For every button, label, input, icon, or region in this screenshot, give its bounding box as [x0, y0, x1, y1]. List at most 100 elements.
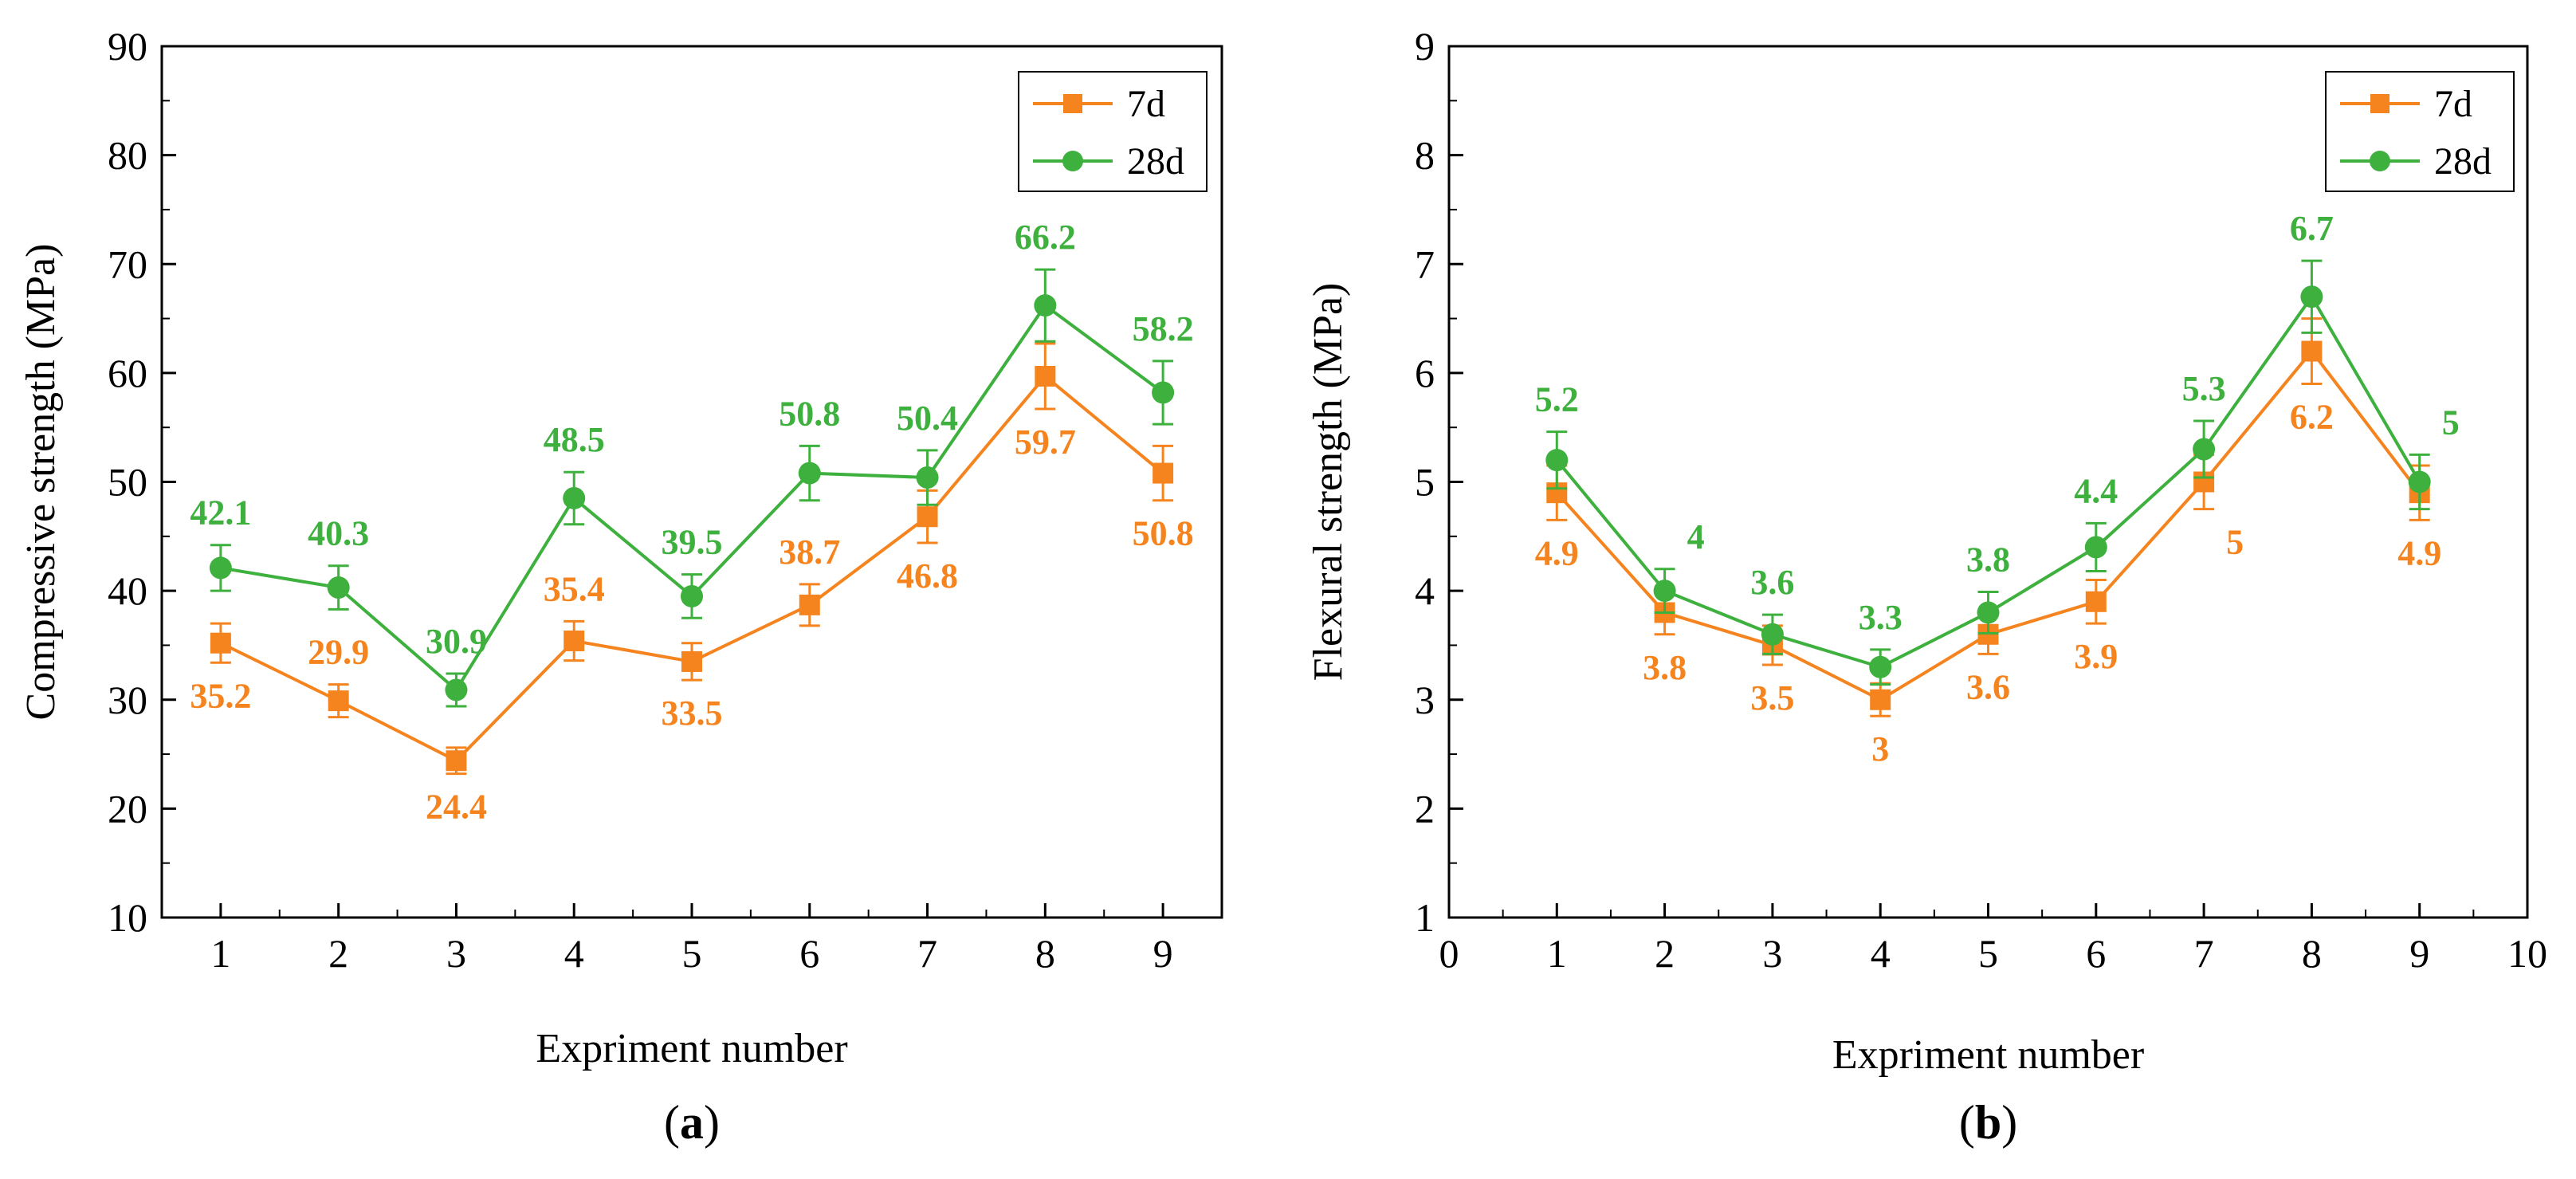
legend-marker-7d — [2370, 94, 2389, 113]
data-label-7d: 3.5 — [1750, 678, 1794, 717]
data-point-7d — [1153, 462, 1174, 484]
data-point-28d — [563, 486, 586, 509]
legend-box — [1018, 71, 1208, 192]
data-point-7d — [2301, 340, 2323, 362]
data-point-28d — [2084, 536, 2107, 559]
data-point-7d — [328, 690, 349, 712]
y-tick-label: 20 — [108, 786, 147, 831]
chart-panel-a: 10 20 30 40 50 60 70 80 90 1 2 3 4 5 6 7 8 9 Expriment num… — [18, 24, 1223, 1149]
y-tick-label: 70 — [108, 242, 147, 286]
legend-marker-28d — [1062, 151, 1083, 171]
y-tick-label: 30 — [108, 678, 147, 722]
y-tick-label: 90 — [108, 24, 147, 69]
data-point-28d — [2300, 285, 2323, 309]
data-label-7d: 5 — [2226, 523, 2244, 562]
data-point-28d — [327, 576, 350, 599]
data-label-28d: 3.3 — [1859, 598, 1903, 637]
y-tick-label: 9 — [1415, 24, 1435, 69]
data-point-7d — [446, 750, 467, 772]
data-point-28d — [1869, 655, 1892, 678]
x-tick-label: 4 — [564, 931, 584, 976]
data-label-7d: 38.7 — [779, 533, 840, 572]
data-label-28d: 5.2 — [1535, 380, 1579, 419]
y-tick-label: 50 — [108, 460, 147, 505]
data-label-28d: 42.1 — [190, 493, 251, 533]
x-tick-label: 6 — [799, 931, 819, 976]
legend-box — [2325, 71, 2515, 192]
y-tick-label: 3 — [1415, 678, 1435, 722]
data-point-28d — [1653, 580, 1676, 603]
x-tick-label: 5 — [1978, 931, 1998, 976]
data-label-28d: 39.5 — [662, 523, 723, 562]
data-label-7d: 35.2 — [190, 676, 251, 715]
data-label-28d: 66.2 — [1015, 218, 1076, 257]
data-point-7d — [799, 594, 820, 615]
legend-marker-7d — [1063, 94, 1082, 113]
x-tick-label: 3 — [446, 931, 466, 976]
data-label-28d: 50.4 — [897, 399, 958, 438]
data-label-28d: 40.3 — [308, 514, 369, 553]
legend-label-7d: 7d — [2434, 83, 2472, 125]
x-tick-label: 0 — [1439, 931, 1459, 976]
y-tick-label: 10 — [108, 895, 147, 940]
data-label-28d: 3.6 — [1750, 563, 1794, 602]
x-axis-title: Expriment number — [536, 1026, 847, 1071]
series-28d: 42.1 40.3 30.9 48.5 39.5 50.8 50.4 66.2 58.2 — [190, 218, 1194, 708]
data-label-7d: 3 — [1871, 729, 1889, 768]
x-tick-label: 2 — [328, 931, 348, 976]
data-label-28d: 50.8 — [779, 394, 840, 433]
data-point-28d — [1977, 601, 2000, 624]
y-tick-label: 40 — [108, 568, 147, 613]
data-label-7d: 33.5 — [662, 694, 723, 733]
data-point-28d — [1034, 294, 1057, 317]
data-label-7d: 24.4 — [426, 788, 487, 827]
x-tick-label: 3 — [1762, 931, 1782, 976]
x-tick-label: 6 — [2086, 931, 2106, 976]
y-axis-title: Compressive strength (MPa) — [18, 244, 64, 721]
legend-label-28d: 28d — [2434, 140, 2492, 183]
x-tick-label: 4 — [1871, 931, 1891, 976]
data-point-28d — [1545, 449, 1569, 472]
data-label-7d: 4.9 — [2397, 533, 2441, 572]
data-label-7d: 3.8 — [1643, 648, 1687, 687]
x-tick-label: 9 — [1153, 931, 1173, 976]
panel-label: (a) — [664, 1096, 720, 1149]
x-tick-label: 5 — [682, 931, 702, 976]
data-label-7d: 50.8 — [1133, 514, 1194, 553]
y-tick-label: 7 — [1415, 242, 1435, 286]
x-tick-label: 2 — [1655, 931, 1675, 976]
data-label-7d: 29.9 — [308, 633, 369, 672]
data-label-7d: 3.6 — [1966, 667, 2010, 706]
data-label-7d: 4.9 — [1535, 533, 1579, 572]
data-point-7d — [2085, 591, 2107, 612]
x-tick-label: 8 — [2302, 931, 2322, 976]
data-label-28d: 3.8 — [1966, 540, 2010, 579]
data-label-7d: 59.7 — [1015, 422, 1076, 462]
y-axis-title: Flexural strength (MPa) — [1306, 283, 1351, 682]
data-point-28d — [798, 462, 821, 485]
series-7d: 35.2 29.9 24.4 35.4 33.5 38.7 46.8 59.7 50.8 — [190, 342, 1194, 827]
panel-label: (b) — [1959, 1096, 2017, 1149]
x-axis-title: Expriment number — [1832, 1032, 2144, 1078]
data-label-28d: 5 — [2442, 403, 2460, 442]
x-tick-label: 1 — [210, 931, 230, 976]
x-tick-label: 9 — [2409, 931, 2429, 976]
legend-label-7d: 7d — [1127, 83, 1165, 125]
data-point-28d — [681, 584, 703, 607]
data-label-28d: 4 — [1687, 517, 1705, 556]
legend-marker-28d — [2370, 151, 2390, 171]
data-point-7d — [210, 632, 231, 654]
x-tick-label: 8 — [1035, 931, 1055, 976]
data-point-7d — [681, 650, 702, 672]
data-label-7d: 46.8 — [897, 556, 958, 595]
data-point-28d — [1761, 623, 1784, 646]
data-point-28d — [2193, 438, 2216, 461]
data-point-7d — [917, 506, 938, 528]
y-tick-label: 4 — [1415, 568, 1435, 613]
y-tick-label: 8 — [1415, 133, 1435, 178]
x-tick-label: 10 — [2507, 931, 2547, 976]
